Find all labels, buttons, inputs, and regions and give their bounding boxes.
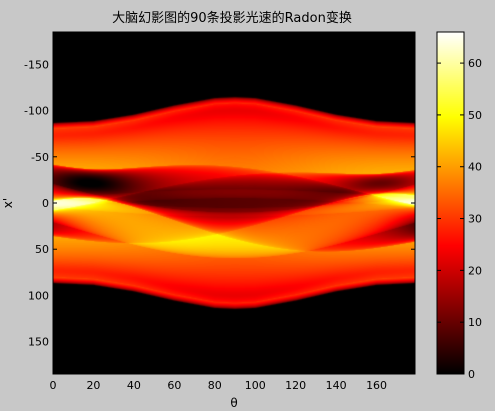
x-axis: 0 20 40 60 80 100 120 140 160 [50,32,387,392]
colorbar-tick-label: 30 [468,213,482,226]
y-tick-label: -50 [31,151,49,164]
x-tick-label: 20 [86,379,100,392]
x-tick-label: 100 [245,379,266,392]
colorbar-image-holder [437,32,464,374]
x-tick-label: 140 [326,379,347,392]
y-tick-label: 100 [28,289,49,302]
colorbar-image [437,32,464,374]
y-axis-label: x' [1,198,15,208]
colorbar-tick-label: 10 [468,316,482,329]
heatmap-axes: 0 20 40 60 80 100 120 140 160 -150 -100 -50 0 50 100 1… [1,31,416,410]
colorbar-tick-label: 0 [468,368,475,381]
y-tick-label: 150 [28,336,49,349]
colorbar-tick-label: 40 [468,161,482,174]
y-tick-label: 50 [35,243,49,256]
x-tick-label: 60 [167,379,181,392]
heatmap-image-holder [53,32,415,374]
x-tick-label: 0 [50,379,57,392]
y-tick-label: 0 [42,197,49,210]
chart-title: 大脑幻影图的90条投影光速的Radon变换 [112,10,352,26]
x-tick-label: 120 [285,379,306,392]
heatmap-image [53,32,415,374]
x-axis-label: θ [230,396,237,410]
colorbar-axis: 0 10 20 30 40 50 60 [437,57,482,381]
y-tick-label: -150 [24,58,49,71]
colorbar-frame [436,31,465,375]
x-tick-label: 160 [366,379,387,392]
y-axis: -150 -100 -50 0 50 100 150 [24,58,415,349]
colorbar-tick-label: 60 [468,57,482,70]
colorbar-tick-label: 20 [468,264,482,277]
x-tick-label: 80 [208,379,222,392]
colorbar-tick-label: 50 [468,109,482,122]
y-tick-label: -100 [24,105,49,118]
colorbar: 0 10 20 30 40 50 60 [436,31,482,381]
x-tick-label: 40 [127,379,141,392]
